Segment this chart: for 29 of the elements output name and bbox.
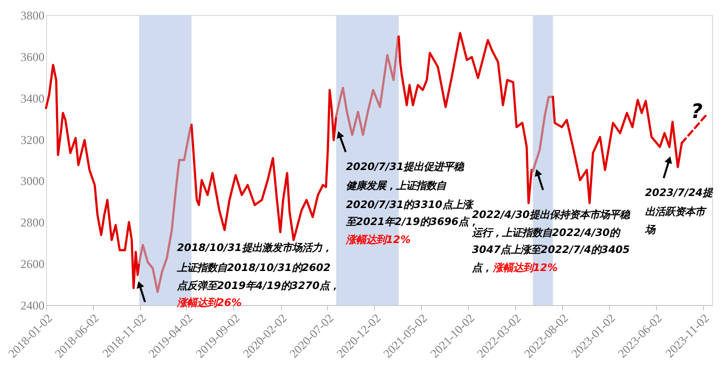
y-tick-label: 3000 [20,174,44,188]
line-series [532,96,554,172]
y-tick-label: 3200 [20,132,44,147]
annotation: 上证指数自2018/10/31的2602 [176,262,330,274]
annotation: 场 [644,224,656,236]
annotation: 2020/7/31的3310点上涨 [346,199,474,211]
annotation: 3047点上涨至2022/7/4的3405 [472,244,630,256]
annotation: 涨幅达到26% [176,297,242,309]
y-tick-label: 2800 [20,216,44,230]
line-series [335,35,400,136]
annotation: 出活跃资本市 [645,205,707,218]
annotation: 涨幅达到12% [492,262,558,274]
annotation: 2020/7/31提出促进平稳 [346,161,465,173]
y-tick-label: 2600 [20,257,44,272]
y-tick-label: 2400 [20,298,44,312]
y-tick-label: 3800 [20,8,44,22]
annotation: 运行，上证指数自2022/4/30的 [471,227,622,239]
line-series [190,88,338,242]
annotation: 健康发展，上证指数自 [346,179,447,192]
annotation: 点反弹至2019年4/19的3270点， [177,280,340,292]
annotation: 点， [472,262,492,274]
y-tick-label: 3600 [20,50,44,64]
annotation: 2023/7/24提 [645,187,714,199]
annotation: 涨幅达到12% [345,234,411,246]
annotation: 2018/10/31提出激发市场活力， [177,241,332,254]
annotation: ? [691,99,703,123]
annotation: 2022/4/30提出保持资本市场平稳 [472,208,631,221]
y-tick-label: 3400 [20,91,44,106]
line-series [44,64,140,290]
